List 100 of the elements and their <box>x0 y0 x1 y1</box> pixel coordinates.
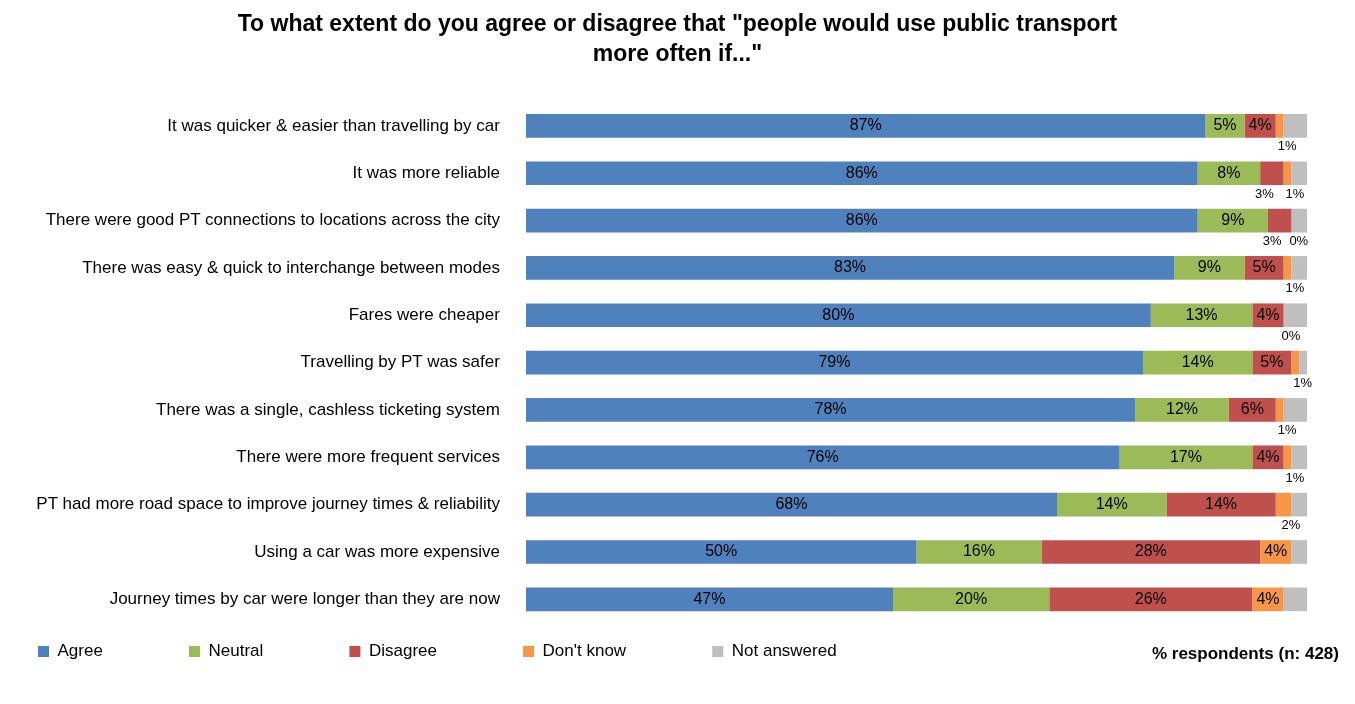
data-label: 80% <box>822 305 855 323</box>
data-label: 79% <box>818 353 851 371</box>
bar <box>1291 540 1307 564</box>
bar <box>525 350 1143 375</box>
bar <box>1283 114 1307 138</box>
bar <box>525 398 1136 422</box>
data-label: 1% <box>1277 422 1297 438</box>
bar <box>1283 256 1292 280</box>
bar <box>1291 445 1307 470</box>
data-label: 14% <box>1205 495 1238 513</box>
data-label: 0% <box>1281 327 1301 343</box>
data-label: 78% <box>814 400 847 418</box>
data-label: 83% <box>834 258 867 276</box>
bar <box>1135 398 1229 422</box>
bar <box>1283 398 1307 422</box>
data-label: 86% <box>845 210 878 228</box>
data-label: 6% <box>1240 400 1264 418</box>
data-label: 17% <box>1169 447 1202 465</box>
data-label: 5% <box>1260 353 1284 371</box>
y-tick-label: Travelling by PT was safer <box>300 352 501 372</box>
bar <box>1283 445 1292 470</box>
data-label: 4% <box>1256 305 1280 323</box>
data-label: 4% <box>1256 589 1280 607</box>
legend-label: Disagree <box>368 641 504 661</box>
text: % respondents (n: 428) <box>1151 643 1339 663</box>
legend-label: Agree <box>57 641 169 661</box>
bar <box>893 587 1050 612</box>
bar <box>525 587 894 612</box>
bar <box>1283 587 1307 612</box>
legend-label: Not answered <box>731 641 903 661</box>
data-label: 1% <box>1285 280 1305 296</box>
data-label: 9% <box>1197 258 1221 276</box>
data-label: 86% <box>845 163 878 181</box>
y-tick-label: Fares were cheaper <box>348 304 501 324</box>
bar <box>1260 161 1284 186</box>
data-label: 13% <box>1185 305 1218 323</box>
data-label: 3% <box>1255 185 1275 201</box>
data-label: 47% <box>693 589 726 607</box>
data-label: 0% <box>1289 232 1309 248</box>
data-label: 4% <box>1264 542 1288 560</box>
bar <box>1174 256 1245 280</box>
data-label: 5% <box>1213 116 1237 134</box>
legend-label: Neutral <box>208 641 330 661</box>
y-tick-label: It was more reliable <box>352 162 500 182</box>
data-label: 1% <box>1285 469 1305 485</box>
bar <box>1275 114 1284 138</box>
y-tick-label: There were more frequent services <box>236 446 500 466</box>
data-label: 87% <box>849 116 882 134</box>
data-label: 5% <box>1252 258 1276 276</box>
data-label: 2% <box>1281 517 1301 533</box>
data-label: 1% <box>1293 375 1313 391</box>
data-label: 16% <box>962 542 995 560</box>
bar <box>916 540 1042 564</box>
data-label: 68% <box>775 495 808 513</box>
bar <box>525 492 1058 517</box>
y-tick-label: Journey times by car were longer than they are now <box>109 589 501 609</box>
data-label: 9% <box>1221 210 1245 228</box>
bar <box>525 208 1198 233</box>
bar <box>1291 161 1307 186</box>
y-tick-label: PT had more road space to improve journey times & reliability <box>36 494 501 514</box>
y-tick-label: There were good PT connections to locations across the city <box>45 210 501 230</box>
bar <box>1166 492 1276 517</box>
bar <box>1291 256 1307 280</box>
y-tick-label: It was quicker & easier than travelling by car <box>167 115 501 135</box>
bar <box>1275 398 1284 422</box>
bar <box>1291 208 1307 233</box>
bar <box>525 303 1151 328</box>
y-tick-label: Using a car was more expensive <box>254 541 500 561</box>
bar <box>1275 492 1292 517</box>
data-label: 1% <box>1277 138 1297 154</box>
data-label: 50% <box>705 542 738 560</box>
bar <box>1283 161 1292 186</box>
bar <box>1299 350 1307 375</box>
bar <box>1041 540 1261 564</box>
data-label: 28% <box>1134 542 1167 560</box>
legend-label: Don't know <box>542 641 693 661</box>
data-label: 26% <box>1134 589 1167 607</box>
bar <box>525 540 917 564</box>
y-tick-label: There was easy & quick to interchange between modes <box>82 257 500 277</box>
bar <box>525 445 1120 470</box>
y-tick-label: There was a single, cashless ticketing system <box>156 399 500 419</box>
bar <box>1049 587 1253 612</box>
bar <box>525 256 1175 280</box>
bar <box>1119 445 1253 470</box>
data-label: 20% <box>955 589 988 607</box>
data-label: 8% <box>1217 163 1241 181</box>
data-label: 76% <box>806 447 839 465</box>
bar <box>1150 303 1253 328</box>
data-label: 4% <box>1248 116 1272 134</box>
data-label: 3% <box>1262 232 1283 248</box>
bar <box>1267 208 1292 233</box>
bar <box>525 114 1206 138</box>
bar <box>1291 350 1300 375</box>
chart-title: To what extent do you agree or disagree that "people would use public transport more often if..." <box>236 9 1119 68</box>
data-label: 14% <box>1181 353 1214 371</box>
bar <box>1283 303 1307 328</box>
bar <box>1291 492 1307 517</box>
data-label: 4% <box>1256 447 1280 465</box>
bar <box>525 161 1198 186</box>
data-label: 14% <box>1095 495 1128 513</box>
